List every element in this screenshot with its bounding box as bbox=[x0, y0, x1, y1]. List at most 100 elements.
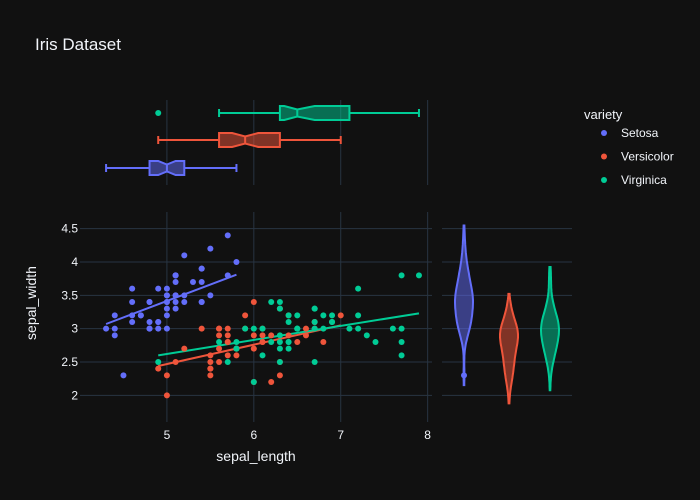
y-tick-label: 2 bbox=[71, 388, 78, 402]
scatter-point bbox=[216, 345, 223, 352]
y-tick-label: 3.5 bbox=[61, 288, 78, 302]
scatter-point bbox=[189, 279, 196, 285]
scatter-point bbox=[242, 312, 249, 319]
scatter-point bbox=[259, 339, 266, 345]
scatter-point bbox=[181, 252, 188, 259]
scatter-point bbox=[216, 325, 223, 332]
scatter-point bbox=[355, 325, 362, 332]
scatter-point bbox=[346, 325, 353, 332]
scatter-point bbox=[311, 359, 318, 365]
scatter-point bbox=[398, 352, 405, 359]
x-tick-label: 7 bbox=[337, 428, 344, 442]
scatter-point bbox=[320, 312, 327, 319]
scatter-point bbox=[276, 339, 283, 345]
scatter-point bbox=[216, 359, 223, 365]
x-axis-title: sepal_length bbox=[216, 448, 295, 464]
scatter-point bbox=[181, 292, 188, 299]
y-tick-label: 2.5 bbox=[61, 355, 78, 369]
scatter-point bbox=[337, 312, 344, 319]
legend-item-label: Virginica bbox=[621, 173, 667, 187]
scatter-point bbox=[129, 312, 136, 319]
scatter-point bbox=[250, 379, 257, 385]
scatter-point bbox=[268, 299, 275, 305]
scatter-point bbox=[163, 305, 170, 312]
scatter-point bbox=[207, 372, 214, 379]
scatter-point bbox=[224, 352, 231, 359]
x-axis-ticks: 5 6 7 8 bbox=[164, 428, 432, 442]
legend-item-label: Versicolor bbox=[621, 150, 674, 164]
scatter-point bbox=[216, 339, 223, 345]
scatter-point bbox=[276, 305, 283, 312]
marginal-violin-plots bbox=[454, 224, 560, 405]
scatter-point bbox=[302, 332, 309, 339]
trendline bbox=[105, 273, 237, 325]
chart-title: Iris Dataset bbox=[35, 35, 121, 54]
scatter-point bbox=[311, 319, 318, 325]
scatter-point bbox=[172, 292, 179, 299]
scatter-point bbox=[129, 319, 136, 325]
scatter-point bbox=[129, 299, 136, 305]
violin-body bbox=[499, 292, 519, 405]
scatter-point bbox=[276, 359, 283, 365]
scatter-point bbox=[155, 365, 162, 372]
scatter-point bbox=[163, 285, 170, 292]
scatter-point bbox=[146, 299, 153, 305]
scatter-points bbox=[103, 232, 422, 399]
scatter-point bbox=[181, 299, 188, 305]
y-tick-label: 4 bbox=[71, 255, 78, 269]
scatter-point bbox=[224, 272, 231, 279]
scatter-point bbox=[285, 332, 292, 339]
scatter-point bbox=[294, 325, 301, 332]
scatter-point bbox=[389, 325, 396, 332]
violin-body bbox=[454, 224, 474, 387]
legend: variety Setosa Versicolor Virginica bbox=[584, 107, 674, 187]
legend-title: variety bbox=[584, 107, 623, 122]
scatter-point bbox=[276, 372, 283, 379]
scatter-point bbox=[259, 325, 266, 332]
scatter-point bbox=[398, 339, 405, 345]
scatter-point bbox=[207, 292, 214, 299]
marginal-box-plots bbox=[105, 105, 420, 176]
scatter-point bbox=[276, 299, 283, 305]
scatter-point bbox=[224, 232, 231, 239]
y-tick-label: 4.5 bbox=[61, 222, 78, 236]
scatter-point bbox=[294, 312, 301, 319]
scatter-point bbox=[207, 352, 214, 359]
scatter-point bbox=[268, 332, 275, 339]
scatter-point bbox=[163, 372, 170, 379]
scatter-point bbox=[398, 272, 405, 279]
scatter-point bbox=[285, 339, 292, 345]
scatter-point bbox=[155, 285, 162, 292]
x-tick-label: 6 bbox=[250, 428, 257, 442]
scatter-point bbox=[285, 319, 292, 325]
scatter-point bbox=[172, 359, 179, 365]
scatter-point bbox=[355, 285, 362, 292]
scatter-point bbox=[250, 299, 257, 305]
scatter-point bbox=[163, 299, 170, 305]
box-outlier bbox=[155, 110, 162, 116]
scatter-point bbox=[163, 392, 170, 399]
scatter-point bbox=[163, 292, 170, 299]
y-tick-label: 3 bbox=[71, 322, 78, 336]
scatter-point bbox=[224, 325, 231, 332]
box-body bbox=[218, 132, 281, 148]
scatter-point bbox=[329, 319, 336, 325]
trendline bbox=[158, 324, 341, 367]
scatter-point bbox=[137, 312, 144, 319]
trendlines bbox=[105, 273, 420, 367]
scatter-point bbox=[224, 359, 231, 365]
scatter-point bbox=[129, 285, 136, 292]
scatter-point bbox=[111, 325, 118, 332]
scatter-point bbox=[207, 359, 214, 365]
x-tick-label: 8 bbox=[424, 428, 431, 442]
scatter-point bbox=[311, 305, 318, 312]
scatter-point bbox=[302, 325, 309, 332]
scatter-point bbox=[155, 319, 162, 325]
y-axis-ticks: 2 2.5 3 3.5 4 4.5 bbox=[61, 222, 78, 403]
y-axis-title: sepal_width bbox=[23, 266, 39, 340]
scatter-point bbox=[103, 325, 110, 332]
scatter-point bbox=[155, 359, 162, 365]
scatter-point bbox=[329, 312, 336, 319]
